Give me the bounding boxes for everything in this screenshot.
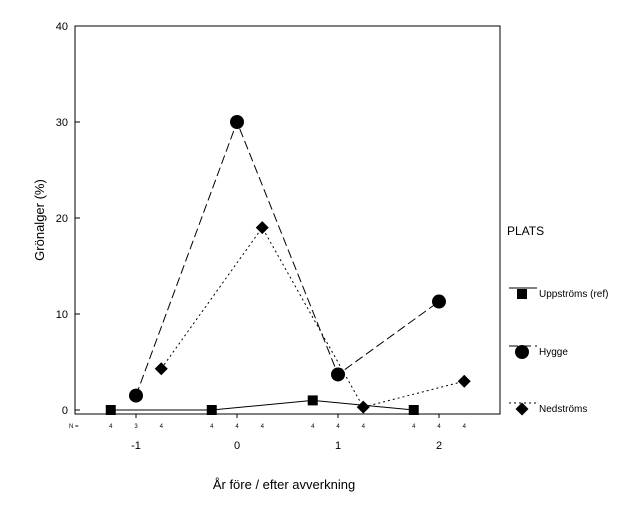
legend-title: PLATS xyxy=(507,224,544,238)
n-row-value: 4 xyxy=(311,424,315,430)
legend: PLATS Uppströms (ref) Hygge Nedströms xyxy=(507,224,608,416)
legend-item-1: Hygge xyxy=(509,345,568,359)
n-row-value: 4 xyxy=(109,424,113,430)
series-0 xyxy=(105,395,419,415)
x-axis-title: År före / efter avverkning xyxy=(213,477,355,492)
n-row-value: 4 xyxy=(362,424,366,430)
n-row-value: 4 xyxy=(235,424,239,430)
data-point xyxy=(457,374,471,388)
y-tick-label: 10 xyxy=(56,309,68,321)
n-row-value: 4 xyxy=(210,424,214,430)
n-row-value: 4 xyxy=(261,424,265,430)
legend-label: Uppströms (ref) xyxy=(539,289,608,300)
x-tick-label: 2 xyxy=(436,440,442,452)
legend-item-0: Uppströms (ref) xyxy=(509,287,608,300)
n-row-value: 4 xyxy=(412,424,416,430)
y-tick-label: 30 xyxy=(56,117,68,129)
data-point xyxy=(154,362,168,376)
n-row-value: 3 xyxy=(134,424,138,430)
plot-frame xyxy=(74,25,501,415)
series-line xyxy=(160,226,465,408)
legend-marker xyxy=(515,345,529,359)
n-row: N = 4 3 4 4 4 4 4 4 4 4 4 4 xyxy=(69,424,467,430)
y-axis-title: Grönalger (%) xyxy=(32,179,47,261)
x-tick-label: 1 xyxy=(335,440,341,452)
n-row-value: 4 xyxy=(437,424,441,430)
y-tick-label: 40 xyxy=(56,21,68,33)
n-row-value: 4 xyxy=(336,424,340,430)
legend-item-2: Nedströms xyxy=(509,402,587,416)
series-1 xyxy=(129,115,446,403)
data-point xyxy=(230,115,244,129)
data-point xyxy=(356,400,370,414)
x-tick-label: 0 xyxy=(234,440,240,452)
data-point xyxy=(408,405,419,415)
y-tick-label: 20 xyxy=(56,213,68,225)
data-point xyxy=(331,367,345,382)
series-2 xyxy=(154,221,471,414)
data-point xyxy=(255,221,269,235)
legend-label: Hygge xyxy=(539,347,568,358)
x-axis: -1 0 1 2 xyxy=(131,414,442,452)
x-tick-label: -1 xyxy=(131,440,141,452)
y-tick-label: 0 xyxy=(62,405,68,417)
legend-label: Nedströms xyxy=(539,404,587,415)
n-row-label: N = xyxy=(69,424,79,430)
legend-marker xyxy=(517,289,527,299)
data-point xyxy=(105,405,116,415)
n-row-value: 4 xyxy=(160,424,164,430)
data-point xyxy=(206,405,217,415)
legend-marker xyxy=(515,402,529,416)
data-point xyxy=(432,294,446,309)
data-point xyxy=(129,388,143,403)
n-row-value: 4 xyxy=(463,424,467,430)
series-layer xyxy=(105,115,471,415)
series-line xyxy=(135,120,440,396)
data-point xyxy=(307,395,318,406)
y-axis: 0 10 20 30 40 xyxy=(56,21,80,417)
